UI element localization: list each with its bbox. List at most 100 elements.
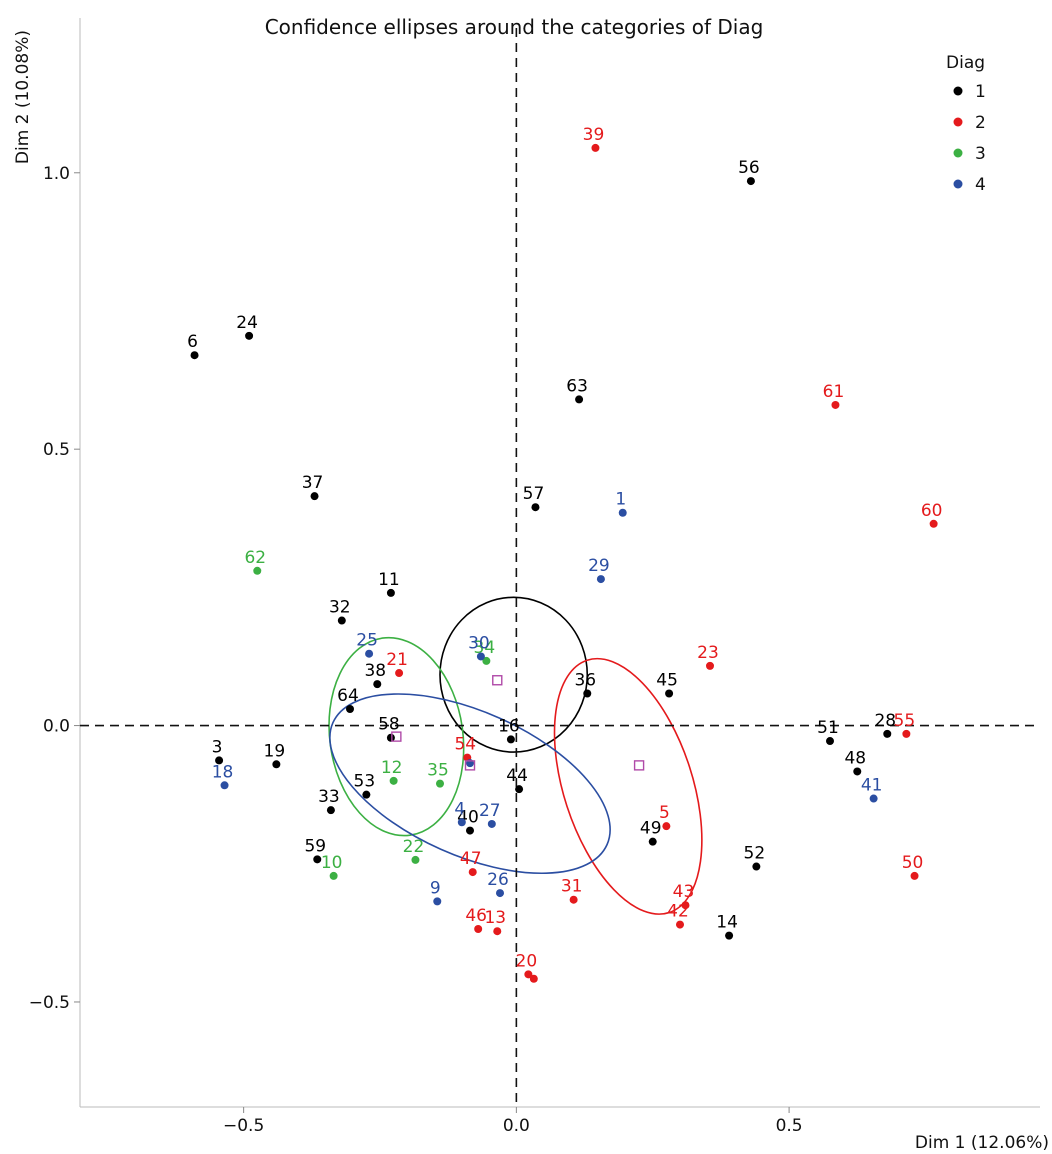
point-diag-1 <box>326 806 335 815</box>
point-label: 38 <box>364 661 386 681</box>
point-label: 10 <box>321 853 343 873</box>
point-label: 44 <box>506 766 528 786</box>
point-diag-1 <box>362 790 371 799</box>
point-label: 3 <box>212 737 223 757</box>
point-label: 55 <box>894 711 916 731</box>
ellipse-diag-1 <box>439 596 589 753</box>
point-diag-4 <box>496 889 504 898</box>
point-diag-1 <box>310 492 319 501</box>
point-diag-4 <box>365 649 374 658</box>
point-diag-2 <box>681 901 690 910</box>
legend-swatch <box>953 148 963 158</box>
point-diag-1 <box>752 862 761 871</box>
point-diag-1 <box>215 756 224 765</box>
point-diag-1 <box>583 689 592 698</box>
point-diag-3 <box>411 855 420 864</box>
point-label: 11 <box>378 570 400 590</box>
point-diag-2 <box>395 669 404 678</box>
point-label: 36 <box>574 671 596 691</box>
centroid-marker <box>464 760 476 771</box>
ellipse-diag-4 <box>329 693 611 875</box>
point-diag-1 <box>245 331 254 340</box>
point-label: 1 <box>615 490 626 510</box>
point-label: 41 <box>861 776 883 796</box>
confidence-ellipses <box>328 596 703 915</box>
point-label: 33 <box>318 787 340 807</box>
point-label: 61 <box>823 382 845 402</box>
legend-title: Diag <box>946 53 985 73</box>
point-label: 27 <box>479 801 501 821</box>
point-diag-2 <box>831 400 840 409</box>
point-label: 46 <box>465 906 487 926</box>
point-diag-1 <box>346 704 354 713</box>
point-diag-1 <box>746 177 755 186</box>
legend: Diag 1 2 3 4 <box>946 53 986 195</box>
point-diag-1 <box>531 503 540 512</box>
point-diag-3 <box>436 779 444 788</box>
point-diag-1 <box>386 588 395 597</box>
point-label: 28 <box>874 711 896 731</box>
point-label: 20 <box>516 951 538 971</box>
point-diag-1 <box>665 689 674 698</box>
point-label: 34 <box>474 638 496 658</box>
point-label: 19 <box>264 741 286 761</box>
x-axis-title: Dim 1 (12.06%) <box>915 1133 1049 1153</box>
y-tick-label: −0.5 <box>29 993 70 1013</box>
point-diag-3 <box>253 566 262 575</box>
point-diag-4 <box>476 652 485 661</box>
point-label: 52 <box>744 844 766 864</box>
point-diag-4 <box>596 575 605 584</box>
point-label: 6 <box>187 332 198 352</box>
point-diag-1 <box>337 616 346 625</box>
point-diag-3 <box>482 656 491 665</box>
legend-swatch <box>953 117 963 127</box>
point-diag-3 <box>389 776 398 785</box>
point-label: 16 <box>498 716 520 736</box>
point-diag-1 <box>313 855 322 864</box>
y-tick-label: 0.5 <box>43 440 70 460</box>
point-label: 50 <box>902 853 924 873</box>
centroid-marker <box>633 760 645 771</box>
point-diag-1 <box>648 837 657 846</box>
point-label: 56 <box>738 158 760 178</box>
point-label: 37 <box>302 473 324 493</box>
point-diag-2 <box>706 661 714 670</box>
x-tick-label: −0.5 <box>223 1116 264 1136</box>
point-label: 63 <box>566 376 588 396</box>
point-diag-4 <box>220 781 229 790</box>
point-diag-2 <box>569 895 578 904</box>
point-diag-2 <box>493 927 502 936</box>
legend-label: 4 <box>975 175 986 195</box>
point-diag-4 <box>869 794 878 803</box>
point-label: 64 <box>337 686 359 706</box>
point-diag-2 <box>474 925 483 934</box>
point-label: 23 <box>697 643 719 663</box>
point-label: 57 <box>523 484 545 504</box>
centroid-marker <box>492 675 503 686</box>
point-label: 18 <box>212 762 234 782</box>
legend-label: 2 <box>975 113 986 133</box>
point-diag-1 <box>506 735 515 744</box>
point-diag-1 <box>190 351 199 360</box>
reference-lines <box>80 28 1040 1107</box>
point-label: 51 <box>817 718 839 738</box>
point-label: 21 <box>386 650 408 670</box>
point-label: 12 <box>381 758 403 778</box>
point-label: 22 <box>403 837 425 857</box>
point-diag-1 <box>272 760 281 769</box>
point-label: 31 <box>561 877 583 897</box>
point-label: 54 <box>454 735 476 755</box>
x-tick-label: 0.5 <box>776 1116 803 1136</box>
point-label: 9 <box>430 878 441 898</box>
point-diag-1 <box>466 826 474 835</box>
ellipse-diag-2 <box>553 657 703 915</box>
point-diag-1 <box>373 680 382 689</box>
point-diag-2 <box>902 729 911 738</box>
point-label: 26 <box>487 870 509 890</box>
point-diag-1 <box>883 729 892 738</box>
point-label: 4 <box>454 799 465 819</box>
point-diag-3 <box>329 871 338 880</box>
point-label: 39 <box>583 125 605 145</box>
point-label: 47 <box>460 849 482 869</box>
